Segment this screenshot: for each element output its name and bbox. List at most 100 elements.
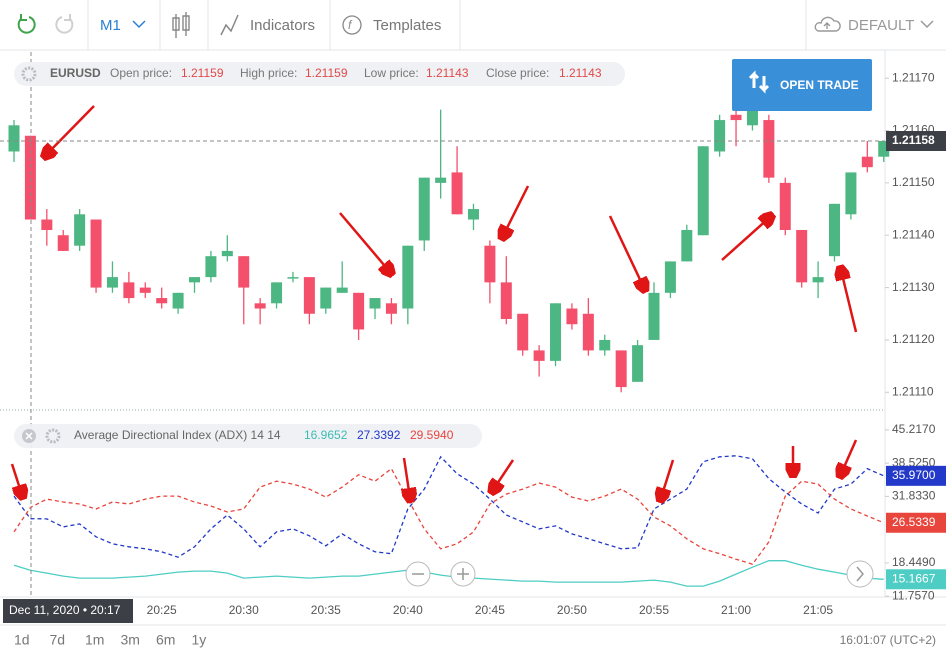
low-label: Low price: — [364, 66, 419, 80]
candle-body — [697, 146, 709, 236]
indicator-settings[interactable] — [45, 428, 61, 444]
scroll-right[interactable] — [846, 560, 874, 588]
timeframe-select[interactable]: M1 — [100, 17, 121, 34]
adx-pill — [14, 424, 482, 448]
open-trade-bg[interactable] — [732, 59, 872, 111]
period-button[interactable]: 6m — [156, 632, 175, 648]
y-tick-label: 1.21130 — [892, 280, 935, 294]
y-tick-label: 1.21120 — [892, 332, 935, 346]
minus-di-value: 29.5940 — [410, 428, 454, 442]
candle-body — [829, 203, 840, 257]
open-trade-button[interactable]: OPEN TRADE — [732, 59, 872, 111]
templates-button[interactable]: Templates — [373, 17, 441, 34]
candle-body — [336, 287, 348, 293]
crosshair-time: Dec 11, 2020 • 20:17 — [9, 603, 121, 617]
last-value-label: 26.5339 — [892, 515, 936, 529]
annotation-arrow — [661, 459, 675, 498]
adx-value: 16.9652 — [304, 428, 348, 442]
period-button[interactable]: 3m — [121, 632, 140, 648]
indicators-button[interactable]: Indicators — [250, 17, 315, 34]
zoom-in-icon — [457, 568, 469, 580]
candle-body — [287, 277, 299, 279]
arrows — [10, 105, 858, 498]
candle-body — [353, 292, 365, 330]
settings-icon[interactable] — [21, 66, 37, 82]
templates-icon-f: f — [348, 18, 353, 32]
timeframe-chevron[interactable] — [132, 20, 146, 29]
candle-body — [550, 303, 562, 361]
annotation-arrow — [608, 215, 644, 288]
candle-body — [714, 120, 726, 152]
period-button[interactable]: 1y — [192, 632, 207, 648]
y-tick-label: 1.21170 — [892, 70, 935, 84]
templates-icon[interactable] — [342, 15, 362, 35]
y-tick-label: 1.21140 — [892, 227, 935, 241]
candle-body — [189, 277, 201, 283]
candle-body — [303, 277, 315, 314]
period-button[interactable]: 7d — [50, 632, 66, 648]
y-tick-label: 45.2170 — [892, 422, 936, 436]
x-tick-label: 20:55 — [639, 603, 669, 617]
x-tick-label: 20:50 — [557, 603, 587, 617]
open-label: Open price: — [110, 66, 172, 80]
candle-body — [74, 214, 86, 246]
annotation-arrow — [503, 185, 530, 236]
candle-body — [632, 345, 644, 382]
adx-title: Average Directional Index (ADX) 14 14 — [74, 428, 281, 442]
candle-body — [763, 120, 775, 178]
layout-select[interactable]: DEFAULT — [848, 17, 914, 34]
candle-body — [90, 219, 102, 288]
last-price-box — [886, 131, 946, 151]
y-tick-label: 38.5250 — [892, 455, 936, 469]
chart-type-button[interactable] — [172, 12, 190, 38]
y-tick-label: 18.4490 — [892, 555, 936, 569]
candle-body — [435, 177, 447, 183]
candle-body — [320, 287, 332, 309]
open-trade-label[interactable]: OPEN TRADE — [780, 78, 859, 92]
layout-chevron[interactable] — [920, 20, 934, 29]
open-trade-icon — [748, 70, 770, 94]
annotation-arrow — [46, 105, 95, 155]
high-label: High price: — [240, 66, 297, 80]
candle-body — [812, 277, 824, 283]
annotation-arrow — [721, 217, 770, 261]
crosshair-time-box — [3, 599, 133, 623]
candle-body — [238, 256, 250, 288]
candle-body — [500, 282, 512, 319]
candle-body — [221, 250, 233, 257]
candle-body — [24, 135, 36, 220]
candle-body — [779, 182, 791, 230]
period-button[interactable]: 1d — [14, 632, 30, 648]
annotation-arrow — [493, 459, 515, 490]
candle-body — [418, 177, 430, 241]
candle-body — [664, 261, 676, 293]
scroll-right-icon — [856, 566, 864, 582]
undo-button[interactable] — [17, 14, 36, 34]
toolbar: M1 Indicators f Templates DEFAULT — [0, 0, 946, 51]
candle-body — [582, 313, 594, 351]
candle-body — [402, 245, 414, 309]
annotation-arrow — [339, 212, 390, 272]
candle-body — [106, 277, 118, 288]
candle-body — [599, 339, 611, 351]
adx-info: Average Directional Index (ADX) 14 14 16… — [14, 424, 482, 448]
close-value: 1.21143 — [559, 66, 602, 80]
candle-body — [451, 172, 463, 215]
annotation-arrow — [841, 270, 858, 333]
high-value: 1.21159 — [305, 66, 348, 80]
layout-icon[interactable] — [814, 16, 841, 32]
candle-body — [369, 298, 381, 309]
last-value-box — [886, 569, 946, 590]
period-button[interactable]: 1m — [85, 632, 104, 648]
y-tick-label: 31.8330 — [892, 489, 936, 503]
candle-body — [730, 114, 742, 121]
candle-body — [156, 298, 168, 304]
last-value-box — [886, 512, 946, 533]
indicators-icon[interactable] — [220, 14, 239, 36]
indicator-line — [13, 467, 884, 565]
candle-body — [796, 230, 808, 283]
remove-x — [25, 432, 33, 440]
x-tick-label: 20:45 — [475, 603, 505, 617]
redo-button[interactable] — [55, 14, 74, 34]
x-tick-label: 20:25 — [147, 603, 177, 617]
